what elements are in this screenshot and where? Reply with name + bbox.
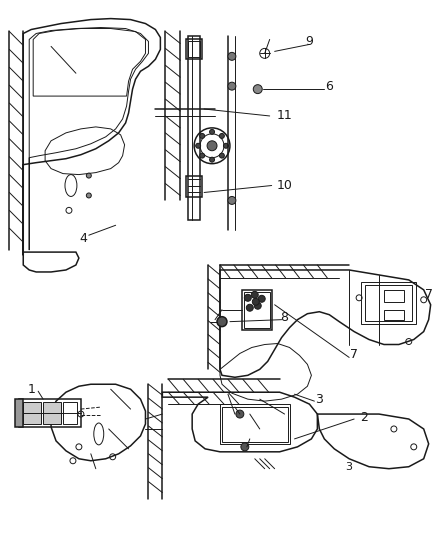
Circle shape [258, 295, 265, 302]
Circle shape [196, 143, 201, 148]
Bar [188, 42, 200, 58]
Circle shape [200, 133, 205, 139]
Circle shape [253, 85, 262, 94]
Text: 2: 2 [360, 410, 368, 424]
Bar [43, 402, 61, 424]
Bar [15, 399, 23, 427]
Circle shape [244, 294, 251, 301]
Bar [220, 404, 290, 444]
Circle shape [86, 173, 91, 178]
Bar [186, 39, 202, 59]
Bar [384, 310, 404, 320]
Circle shape [251, 292, 258, 298]
Circle shape [228, 82, 236, 90]
Bar [222, 407, 288, 442]
Circle shape [236, 410, 244, 418]
Bar [384, 290, 404, 302]
Text: 7: 7 [425, 288, 433, 301]
Circle shape [246, 304, 253, 311]
Circle shape [254, 302, 261, 309]
Circle shape [209, 130, 215, 134]
Circle shape [228, 52, 236, 60]
Circle shape [241, 443, 249, 451]
Circle shape [200, 153, 205, 158]
Bar [188, 36, 200, 220]
Bar [361, 282, 416, 324]
Bar [19, 399, 81, 427]
Bar [23, 402, 41, 424]
Text: 10: 10 [277, 179, 293, 192]
Text: 9: 9 [305, 35, 313, 48]
Text: 11: 11 [277, 109, 293, 123]
Circle shape [217, 317, 227, 327]
Circle shape [86, 193, 91, 198]
Text: 7: 7 [350, 348, 358, 361]
Circle shape [219, 153, 224, 158]
Text: 8: 8 [281, 311, 289, 324]
Bar [186, 175, 202, 197]
Circle shape [207, 141, 217, 151]
Bar [63, 402, 77, 424]
Text: 3: 3 [346, 462, 353, 472]
Bar [244, 292, 270, 328]
Bar [365, 285, 412, 321]
Circle shape [252, 298, 259, 305]
Circle shape [219, 133, 224, 139]
Text: 4: 4 [79, 232, 87, 245]
Circle shape [228, 197, 236, 204]
Circle shape [223, 143, 229, 148]
Text: 3: 3 [315, 393, 323, 406]
Text: 1: 1 [27, 383, 35, 395]
Text: 6: 6 [325, 79, 333, 93]
Circle shape [209, 157, 215, 162]
Bar [242, 290, 272, 329]
